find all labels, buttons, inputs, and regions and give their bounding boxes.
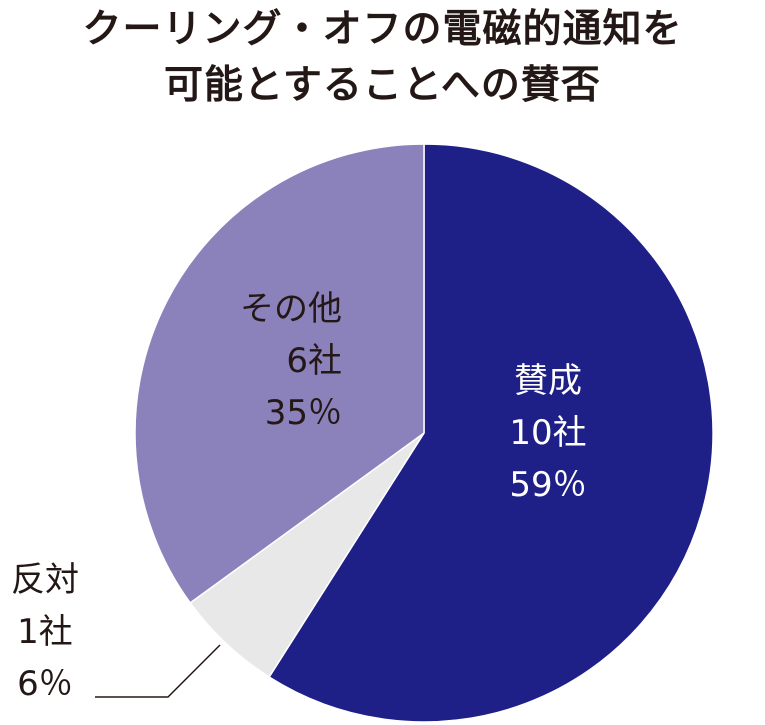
slice-percent-2: 6％	[17, 664, 73, 704]
pie-slices	[134, 143, 714, 723]
slice-percent-3: 35％	[265, 393, 342, 433]
slice-percent-1: 59％	[509, 465, 586, 505]
slice-count-1: 10社	[509, 413, 586, 453]
slice-label-3: その他 6社 35％	[240, 289, 342, 433]
pie-slice-1	[268, 143, 714, 723]
slice-label-1: 賛成 10社 59％	[509, 361, 586, 505]
slice-name-3: その他	[240, 289, 342, 329]
slice-count-2: 1社	[17, 612, 73, 652]
pie-slice-3	[134, 143, 425, 604]
chart-title-line-1: クーリング・オフの電磁的通知を	[82, 7, 683, 52]
slice-label-2: 反対 1社 6％	[11, 560, 79, 704]
pie-labels: 賛成 10社 59％ 反対 1社 6％ その他 6社 35％	[11, 289, 587, 704]
chart-title-line-2: 可能とすることへの賛否	[164, 63, 601, 108]
slice-name-2: 反対	[11, 560, 79, 600]
slice-count-3: 6社	[286, 341, 342, 381]
chart-title: クーリング・オフの電磁的通知を 可能とすることへの賛否	[0, 2, 765, 114]
slice-name-1: 賛成	[514, 361, 582, 401]
leader-line-2	[95, 644, 221, 698]
